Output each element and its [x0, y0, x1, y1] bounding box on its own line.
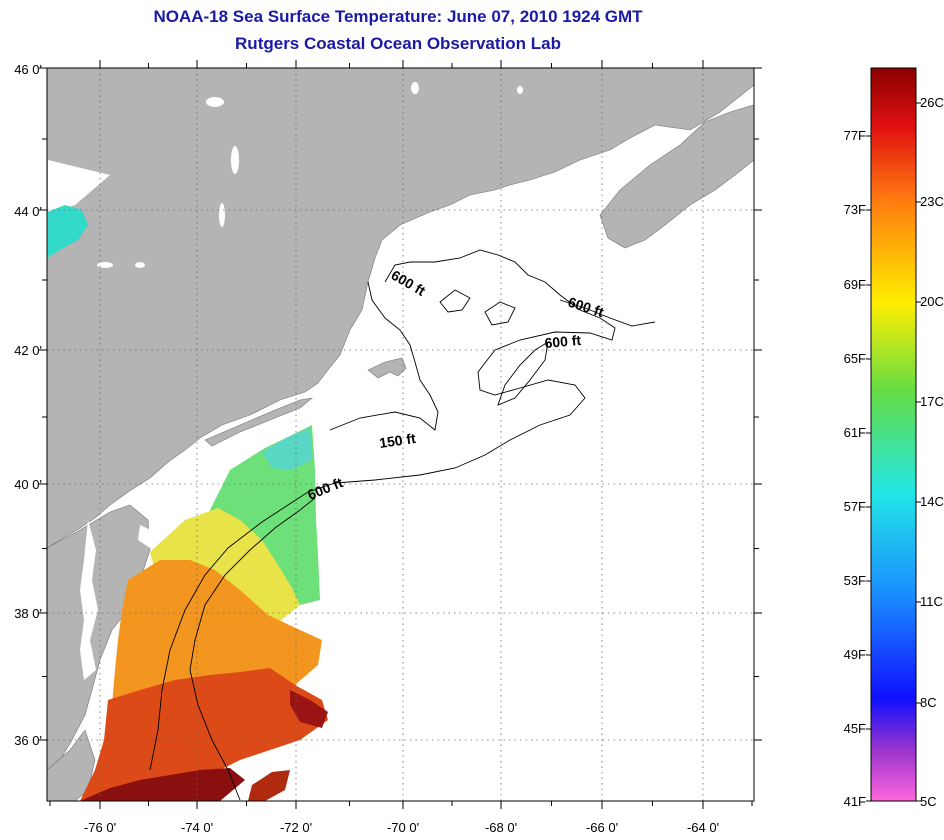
lat-label: 46 0'	[14, 62, 42, 77]
lon-label: -72 0'	[280, 820, 312, 835]
lon-label: -74 0'	[181, 820, 213, 835]
colorbar	[870, 67, 917, 802]
graticule	[47, 68, 754, 801]
colorbar-label-f: 73F	[844, 202, 866, 217]
colorbar-label-f: 41F	[844, 794, 866, 809]
lon-label: -70 0'	[387, 820, 419, 835]
colorbar-label-c: 20C	[920, 294, 944, 309]
colorbar-label-c: 8C	[920, 695, 937, 710]
chart-subtitle: Rutgers Coastal Ocean Observation Lab	[235, 34, 561, 53]
colorbar-label-f: 53F	[844, 573, 866, 588]
land-long-island	[204, 397, 314, 447]
sst-swath-cyan	[262, 428, 312, 470]
land-cape-cod	[367, 357, 407, 379]
bathymetry-contours	[149, 249, 656, 801]
lat-label: 40 0'	[14, 477, 42, 492]
lat-label: 38 0'	[14, 606, 42, 621]
colorbar-label-c: 26C	[920, 95, 944, 110]
colorbar-labels-c: 26C 23C 20C 17C 14C 11C 8C 5C	[920, 95, 944, 809]
colorbar-label-f: 77F	[844, 128, 866, 143]
delaware-bay	[138, 525, 155, 548]
land-nova-scotia	[599, 104, 754, 249]
colorbar-label-f: 45F	[844, 721, 866, 736]
inland-water	[48, 82, 523, 268]
colorbar-ticks	[866, 102, 921, 802]
lon-label: -68 0'	[485, 820, 517, 835]
colorbar-label-f: 65F	[844, 351, 866, 366]
lon-label: -64 0'	[687, 820, 719, 835]
colorbar-label-c: 23C	[920, 194, 944, 209]
sst-warm-eddy	[290, 690, 328, 728]
chesapeake-bay	[80, 520, 98, 680]
axis-labels: 46 0' 44 0' 42 0' 40 0' 38 0' 36 0' -76 …	[14, 62, 719, 835]
colorbar-label-f: 69F	[844, 277, 866, 292]
colorbar-label-c: 14C	[920, 494, 944, 509]
chart-title: NOAA-18 Sea Surface Temperature: June 07…	[153, 7, 643, 26]
lon-label: -76 0'	[84, 820, 116, 835]
land-delmarva	[47, 504, 151, 771]
lake-sst	[47, 205, 88, 258]
lat-label: 42 0'	[14, 343, 42, 358]
land-southern-coast	[47, 729, 96, 801]
sst-swath-red	[80, 668, 328, 801]
colorbar-label-c: 5C	[920, 794, 937, 809]
sst-patch-south	[248, 770, 290, 801]
contour-label: 150 ft	[378, 430, 417, 451]
land-mainland	[47, 68, 754, 549]
lat-label: 36 0'	[14, 733, 42, 748]
lon-label: -66 0'	[586, 820, 618, 835]
colorbar-label-f: 49F	[844, 647, 866, 662]
colorbar-labels-f: 77F 73F 69F 65F 61F 57F 53F 49F 45F 41F	[844, 128, 866, 809]
colorbar-label-c: 17C	[920, 394, 944, 409]
lat-label: 44 0'	[14, 204, 42, 219]
colorbar-label-f: 57F	[844, 499, 866, 514]
colorbar-label-f: 61F	[844, 425, 866, 440]
sst-swath-darkred	[80, 768, 245, 801]
map-ticks	[39, 60, 762, 809]
map-frame	[46, 67, 755, 802]
contour-label: 600 ft	[544, 332, 582, 351]
colorbar-label-c: 11C	[920, 594, 943, 609]
sst-swath-north	[210, 425, 320, 605]
